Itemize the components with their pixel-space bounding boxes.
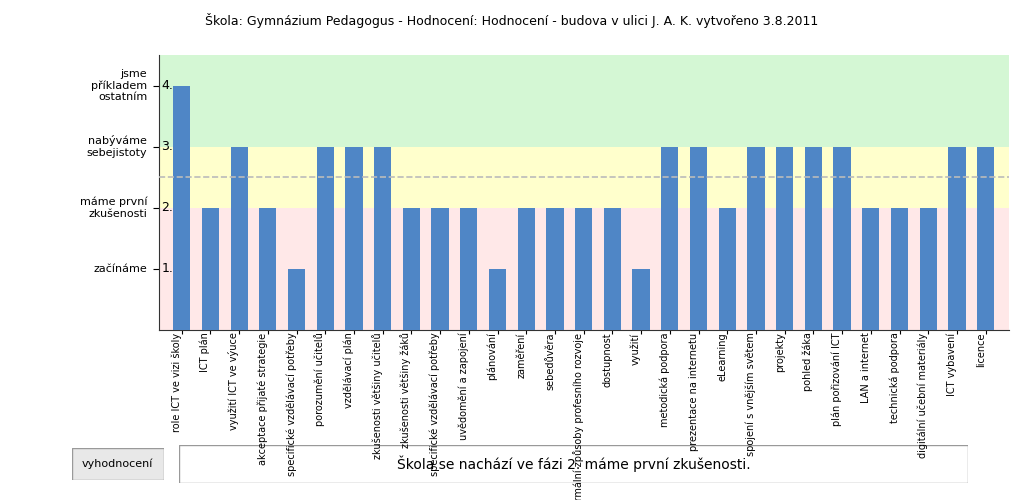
Text: ICT vybavení: ICT vybavení [946, 332, 957, 396]
Text: 4.: 4. [161, 79, 173, 92]
Bar [288, 269, 305, 330]
Text: vyhodnocení: vyhodnocení [82, 458, 154, 469]
Bar [748, 146, 765, 330]
Bar [316, 146, 334, 330]
Text: jsme
příkladem
ostatním: jsme příkladem ostatním [91, 68, 147, 102]
Text: Škola: Gymnázium Pedagogus - Hodnocení: Hodnocení - budova v ulici J. A. K. vytv: Škola: Gymnázium Pedagogus - Hodnocení: … [206, 12, 818, 28]
Text: porozumění učitelů: porozumění učitelů [314, 332, 326, 426]
Text: 2.: 2. [161, 202, 173, 214]
Bar [159, 208, 1009, 330]
Text: eLearning: eLearning [717, 332, 727, 381]
Bar [460, 208, 477, 330]
Text: role ICT ve vizi školy: role ICT ve vizi školy [171, 332, 181, 432]
Text: projekty: projekty [775, 332, 784, 372]
Bar [488, 269, 506, 330]
Bar [402, 208, 420, 330]
Text: zaměření: zaměření [516, 332, 526, 378]
Text: neformální způsoby profesního rozvoje: neformální způsoby profesního rozvoje [572, 332, 584, 500]
Bar [776, 146, 794, 330]
Bar [547, 208, 563, 330]
Text: metodická podpora: metodická podpora [659, 332, 670, 427]
Text: pohled žáka: pohled žáka [803, 332, 813, 392]
Text: specifické vzdělávací potřeby: specifické vzdělávací potřeby [286, 332, 297, 476]
Bar [805, 146, 822, 330]
Text: zkušenosti většiny učitelů: zkušenosti většiny učitelů [372, 332, 383, 459]
Text: LAN a internet: LAN a internet [861, 332, 870, 404]
Bar [374, 146, 391, 330]
Bar [662, 146, 679, 330]
Text: vzdělávací plán: vzdělávací plán [343, 332, 354, 408]
Bar [575, 208, 592, 330]
Bar [431, 208, 449, 330]
Text: 1.: 1. [161, 262, 173, 276]
Bar [948, 146, 966, 330]
Bar [977, 146, 994, 330]
Text: technická podpora: technická podpora [889, 332, 899, 424]
Text: digitální učební materiály: digitální učební materiály [918, 332, 928, 458]
Bar [173, 86, 190, 330]
Text: ICT plán: ICT plán [200, 332, 210, 372]
Text: máme první
zkušenosti: máme první zkušenosti [80, 196, 147, 219]
Bar [345, 146, 362, 330]
Text: zkušenosti většiny žáků: zkušenosti většiny žáků [400, 332, 412, 448]
Text: spojení s vnějším světem: spojení s vnějším světem [745, 332, 756, 456]
Text: licence: licence [976, 332, 986, 367]
Bar [202, 208, 219, 330]
Text: 3.: 3. [161, 140, 173, 153]
Text: využití ICT ve výuce: využití ICT ve výuce [228, 332, 240, 430]
Text: Škola se nachází ve fázi 2. máme první zkušenosti.: Škola se nachází ve fázi 2. máme první z… [396, 456, 751, 472]
Bar [259, 208, 276, 330]
Bar [862, 208, 880, 330]
Bar [633, 269, 649, 330]
Text: sebedůvěra: sebedůvěra [545, 332, 555, 390]
Text: nabýváme
sebejistoty: nabýváme sebejistoty [87, 136, 147, 158]
Bar [891, 208, 908, 330]
Text: specifické vzdělávací potřeby: specifické vzdělávací potřeby [430, 332, 440, 476]
Bar [719, 208, 736, 330]
Bar [518, 208, 535, 330]
Bar [230, 146, 248, 330]
Bar [159, 55, 1009, 146]
Bar [159, 146, 1009, 208]
Text: uvědomění a zapojení: uvědomění a zapojení [459, 332, 469, 440]
Text: začínáme: začínáme [93, 264, 147, 274]
Text: prezentace na internetu: prezentace na internetu [688, 332, 698, 450]
Text: dostupnost: dostupnost [602, 332, 612, 387]
Text: plánování: plánování [487, 332, 498, 380]
Bar [690, 146, 708, 330]
Text: akceptace přijaté strategie: akceptace přijaté strategie [257, 332, 268, 464]
Bar [834, 146, 851, 330]
Text: využití: využití [631, 332, 641, 364]
Bar [920, 208, 937, 330]
Bar [604, 208, 621, 330]
Text: plán pořizování ICT: plán pořizování ICT [831, 332, 842, 426]
